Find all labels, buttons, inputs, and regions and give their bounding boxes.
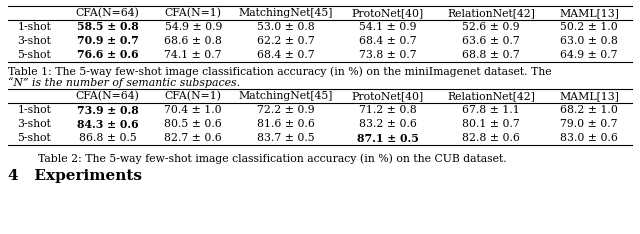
Text: 53.0 ± 0.8: 53.0 ± 0.8 [257,22,315,32]
Text: 83.2 ± 0.6: 83.2 ± 0.6 [359,119,417,129]
Text: 73.8 ± 0.7: 73.8 ± 0.7 [359,50,417,60]
Text: 80.5 ± 0.6: 80.5 ± 0.6 [164,119,222,129]
Text: 82.7 ± 0.6: 82.7 ± 0.6 [164,133,222,143]
Text: MAML[13]: MAML[13] [559,8,619,18]
Text: 5-shot: 5-shot [17,133,51,143]
Text: 1-shot: 1-shot [17,105,51,115]
Text: 68.4 ± 0.7: 68.4 ± 0.7 [257,50,315,60]
Text: 83.7 ± 0.5: 83.7 ± 0.5 [257,133,315,143]
Text: 3-shot: 3-shot [17,119,51,129]
Text: 70.9 ± 0.7: 70.9 ± 0.7 [77,36,139,47]
Text: 4   Experiments: 4 Experiments [8,169,142,183]
Text: MatchingNet[45]: MatchingNet[45] [239,91,333,101]
Text: 86.8 ± 0.5: 86.8 ± 0.5 [79,133,137,143]
Text: 64.9 ± 0.7: 64.9 ± 0.7 [560,50,618,60]
Text: Table 2: The 5-way few-shot image classification accuracy (in %) on the CUB data: Table 2: The 5-way few-shot image classi… [38,153,507,164]
Text: ProtoNet[40]: ProtoNet[40] [352,8,424,18]
Text: 84.3 ± 0.6: 84.3 ± 0.6 [77,118,139,129]
Text: 1-shot: 1-shot [17,22,51,32]
Text: 73.9 ± 0.8: 73.9 ± 0.8 [77,105,139,116]
Text: 82.8 ± 0.6: 82.8 ± 0.6 [462,133,520,143]
Text: 87.1 ± 0.5: 87.1 ± 0.5 [357,132,419,143]
Text: “N” is the number of semantic subspaces.: “N” is the number of semantic subspaces. [8,77,240,88]
Text: RelationNet[42]: RelationNet[42] [447,91,535,101]
Text: 74.1 ± 0.7: 74.1 ± 0.7 [164,50,222,60]
Text: 3-shot: 3-shot [17,36,51,46]
Text: 50.2 ± 1.0: 50.2 ± 1.0 [560,22,618,32]
Text: 81.6 ± 0.6: 81.6 ± 0.6 [257,119,315,129]
Text: MAML[13]: MAML[13] [559,91,619,101]
Text: MatchingNet[45]: MatchingNet[45] [239,8,333,18]
Text: 58.5 ± 0.8: 58.5 ± 0.8 [77,22,139,33]
Text: 54.9 ± 0.9: 54.9 ± 0.9 [164,22,222,32]
Text: 83.0 ± 0.6: 83.0 ± 0.6 [560,133,618,143]
Text: 63.0 ± 0.8: 63.0 ± 0.8 [560,36,618,46]
Text: CFA(N=64): CFA(N=64) [76,91,140,101]
Text: 52.6 ± 0.9: 52.6 ± 0.9 [462,22,520,32]
Text: 67.8 ± 1.1: 67.8 ± 1.1 [462,105,520,115]
Text: CFA(N=1): CFA(N=1) [164,91,221,101]
Text: 80.1 ± 0.7: 80.1 ± 0.7 [462,119,520,129]
Text: 68.2 ± 1.0: 68.2 ± 1.0 [560,105,618,115]
Text: 62.2 ± 0.7: 62.2 ± 0.7 [257,36,315,46]
Text: 5-shot: 5-shot [17,50,51,60]
Text: CFA(N=64): CFA(N=64) [76,8,140,18]
Text: RelationNet[42]: RelationNet[42] [447,8,535,18]
Text: 63.6 ± 0.7: 63.6 ± 0.7 [462,36,520,46]
Text: 72.2 ± 0.9: 72.2 ± 0.9 [257,105,315,115]
Text: ProtoNet[40]: ProtoNet[40] [352,91,424,101]
Text: 68.8 ± 0.7: 68.8 ± 0.7 [462,50,520,60]
Text: 68.6 ± 0.8: 68.6 ± 0.8 [164,36,222,46]
Text: 54.1 ± 0.9: 54.1 ± 0.9 [359,22,417,32]
Text: 76.6 ± 0.6: 76.6 ± 0.6 [77,50,139,61]
Text: CFA(N=1): CFA(N=1) [164,8,221,18]
Text: 68.4 ± 0.7: 68.4 ± 0.7 [359,36,417,46]
Text: 79.0 ± 0.7: 79.0 ± 0.7 [560,119,618,129]
Text: 70.4 ± 1.0: 70.4 ± 1.0 [164,105,222,115]
Text: Table 1: The 5-way few-shot image classification accuracy (in %) on the miniImag: Table 1: The 5-way few-shot image classi… [8,66,552,77]
Text: 71.2 ± 0.8: 71.2 ± 0.8 [359,105,417,115]
